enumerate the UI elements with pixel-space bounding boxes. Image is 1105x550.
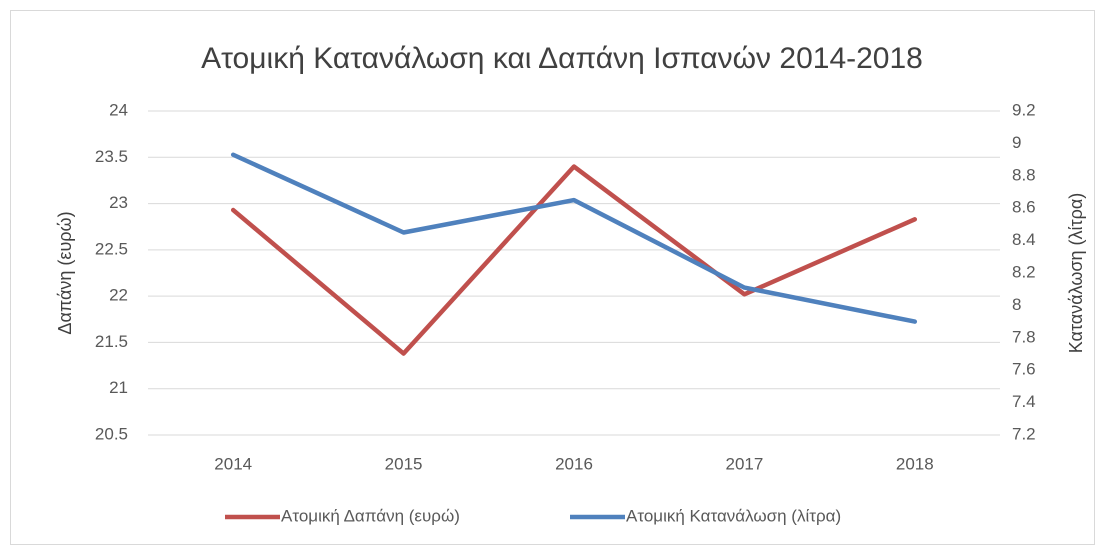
y-axis-title: Δαπάνη (ευρώ) xyxy=(55,211,75,334)
series-line xyxy=(230,152,918,324)
chart-title: Ατομική Κατανάλωση και Δαπάνη Ισπανών 20… xyxy=(201,42,923,75)
y-tick-label: 22.5 xyxy=(95,239,128,258)
chart-border xyxy=(10,10,1095,545)
y2-tick-label: 7.2 xyxy=(1012,424,1036,443)
x-tick-label: 2017 xyxy=(725,454,763,473)
x-tick-label: 2018 xyxy=(896,454,934,473)
y2-tick-label: 9.2 xyxy=(1012,100,1036,119)
y-tick-label: 24 xyxy=(109,100,128,119)
y2-tick-label: 8.4 xyxy=(1012,230,1036,249)
x-tick-label: 2014 xyxy=(214,454,252,473)
y2-tick-label: 8 xyxy=(1012,295,1021,314)
series-line xyxy=(230,164,918,356)
y-tick-label: 21.5 xyxy=(95,332,128,351)
y2-tick-label: 7.6 xyxy=(1012,360,1036,379)
y-tick-label: 23 xyxy=(109,193,128,212)
x-tick-label: 2016 xyxy=(555,454,593,473)
y2-tick-label: 9 xyxy=(1012,133,1021,152)
y-tick-label: 21 xyxy=(109,378,128,397)
y-tick-label: 22 xyxy=(109,286,128,305)
y-tick-label: 23.5 xyxy=(95,147,128,166)
y2-tick-label: 7.8 xyxy=(1012,327,1036,346)
y2-tick-label: 8.8 xyxy=(1012,165,1036,184)
y2-tick-label: 8.6 xyxy=(1012,198,1036,217)
y2-tick-label: 7.4 xyxy=(1012,392,1036,411)
legend-label: Ατομική Δαπάνη (ευρώ) xyxy=(281,506,460,525)
x-tick-label: 2015 xyxy=(385,454,423,473)
legend-label: Ατομική Κατανάλωση (λίτρα) xyxy=(626,506,841,525)
y2-axis-title: Κατανάλωση (λίτρα) xyxy=(1066,193,1086,354)
y-tick-label: 20.5 xyxy=(95,424,128,443)
y2-tick-label: 8.2 xyxy=(1012,262,1036,281)
